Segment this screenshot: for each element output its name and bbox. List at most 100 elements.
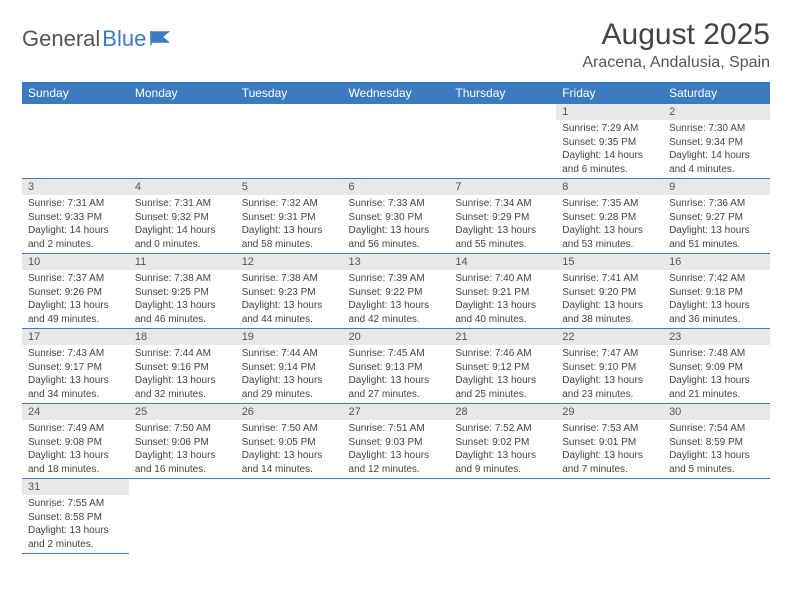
sunset-text: Sunset: 9:35 PM [562, 136, 657, 150]
sunrise-text: Sunrise: 7:45 AM [349, 347, 444, 361]
calendar-cell: 12Sunrise: 7:38 AMSunset: 9:23 PMDayligh… [236, 254, 343, 329]
sunrise-text: Sunrise: 7:38 AM [135, 272, 230, 286]
day-info: Sunrise: 7:44 AMSunset: 9:14 PMDaylight:… [236, 345, 343, 403]
calendar-cell: 4Sunrise: 7:31 AMSunset: 9:32 PMDaylight… [129, 179, 236, 254]
sunrise-text: Sunrise: 7:39 AM [349, 272, 444, 286]
daylight-text: Daylight: 13 hours and 34 minutes. [28, 374, 123, 401]
daylight-text: Daylight: 14 hours and 4 minutes. [669, 149, 764, 176]
day-info: Sunrise: 7:31 AMSunset: 9:32 PMDaylight:… [129, 195, 236, 253]
day-info: Sunrise: 7:35 AMSunset: 9:28 PMDaylight:… [556, 195, 663, 253]
sunrise-text: Sunrise: 7:42 AM [669, 272, 764, 286]
daylight-text: Daylight: 13 hours and 16 minutes. [135, 449, 230, 476]
calendar-cell: 28Sunrise: 7:52 AMSunset: 9:02 PMDayligh… [449, 404, 556, 479]
sunrise-text: Sunrise: 7:53 AM [562, 422, 657, 436]
sunset-text: Sunset: 9:21 PM [455, 286, 550, 300]
daylight-text: Daylight: 13 hours and 21 minutes. [669, 374, 764, 401]
day-number: 17 [22, 329, 129, 345]
day-number: 12 [236, 254, 343, 270]
calendar-cell: 25Sunrise: 7:50 AMSunset: 9:06 PMDayligh… [129, 404, 236, 479]
sunrise-text: Sunrise: 7:35 AM [562, 197, 657, 211]
calendar-cell: 13Sunrise: 7:39 AMSunset: 9:22 PMDayligh… [343, 254, 450, 329]
daylight-text: Daylight: 13 hours and 32 minutes. [135, 374, 230, 401]
sunset-text: Sunset: 9:02 PM [455, 436, 550, 450]
sunrise-text: Sunrise: 7:55 AM [28, 497, 123, 511]
day-info: Sunrise: 7:41 AMSunset: 9:20 PMDaylight:… [556, 270, 663, 328]
sunrise-text: Sunrise: 7:44 AM [135, 347, 230, 361]
calendar-cell [663, 479, 770, 554]
sunset-text: Sunset: 9:08 PM [28, 436, 123, 450]
sunrise-text: Sunrise: 7:31 AM [135, 197, 230, 211]
daylight-text: Daylight: 13 hours and 23 minutes. [562, 374, 657, 401]
daylight-text: Daylight: 13 hours and 40 minutes. [455, 299, 550, 326]
calendar-cell: 18Sunrise: 7:44 AMSunset: 9:16 PMDayligh… [129, 329, 236, 404]
day-info: Sunrise: 7:52 AMSunset: 9:02 PMDaylight:… [449, 420, 556, 478]
day-info: Sunrise: 7:44 AMSunset: 9:16 PMDaylight:… [129, 345, 236, 403]
day-number: 18 [129, 329, 236, 345]
sunset-text: Sunset: 9:28 PM [562, 211, 657, 225]
calendar-row: 24Sunrise: 7:49 AMSunset: 9:08 PMDayligh… [22, 404, 770, 479]
daylight-text: Daylight: 13 hours and 27 minutes. [349, 374, 444, 401]
calendar-cell: 21Sunrise: 7:46 AMSunset: 9:12 PMDayligh… [449, 329, 556, 404]
calendar-cell: 9Sunrise: 7:36 AMSunset: 9:27 PMDaylight… [663, 179, 770, 254]
sunset-text: Sunset: 9:03 PM [349, 436, 444, 450]
day-number: 7 [449, 179, 556, 195]
calendar-cell: 15Sunrise: 7:41 AMSunset: 9:20 PMDayligh… [556, 254, 663, 329]
calendar-cell [22, 104, 129, 179]
day-info: Sunrise: 7:39 AMSunset: 9:22 PMDaylight:… [343, 270, 450, 328]
day-header: Monday [129, 82, 236, 104]
sunset-text: Sunset: 9:33 PM [28, 211, 123, 225]
day-info: Sunrise: 7:40 AMSunset: 9:21 PMDaylight:… [449, 270, 556, 328]
sunset-text: Sunset: 8:58 PM [28, 511, 123, 525]
daylight-text: Daylight: 13 hours and 29 minutes. [242, 374, 337, 401]
sunset-text: Sunset: 9:29 PM [455, 211, 550, 225]
day-number: 15 [556, 254, 663, 270]
day-number: 19 [236, 329, 343, 345]
day-number: 16 [663, 254, 770, 270]
day-info: Sunrise: 7:49 AMSunset: 9:08 PMDaylight:… [22, 420, 129, 478]
calendar-table: SundayMondayTuesdayWednesdayThursdayFrid… [22, 82, 770, 554]
calendar-cell: 1Sunrise: 7:29 AMSunset: 9:35 PMDaylight… [556, 104, 663, 179]
sunset-text: Sunset: 9:31 PM [242, 211, 337, 225]
day-info: Sunrise: 7:32 AMSunset: 9:31 PMDaylight:… [236, 195, 343, 253]
daylight-text: Daylight: 13 hours and 53 minutes. [562, 224, 657, 251]
calendar-cell: 14Sunrise: 7:40 AMSunset: 9:21 PMDayligh… [449, 254, 556, 329]
day-number: 13 [343, 254, 450, 270]
calendar-cell [236, 104, 343, 179]
day-info: Sunrise: 7:42 AMSunset: 9:18 PMDaylight:… [663, 270, 770, 328]
location: Aracena, Andalusia, Spain [582, 54, 770, 72]
calendar-cell: 11Sunrise: 7:38 AMSunset: 9:25 PMDayligh… [129, 254, 236, 329]
day-header: Friday [556, 82, 663, 104]
day-number: 5 [236, 179, 343, 195]
calendar-cell: 31Sunrise: 7:55 AMSunset: 8:58 PMDayligh… [22, 479, 129, 554]
calendar-cell [343, 479, 450, 554]
sunrise-text: Sunrise: 7:48 AM [669, 347, 764, 361]
month-title: August 2025 [582, 18, 770, 52]
daylight-text: Daylight: 13 hours and 51 minutes. [669, 224, 764, 251]
day-number: 22 [556, 329, 663, 345]
logo-flag-icon [150, 30, 172, 46]
day-info: Sunrise: 7:51 AMSunset: 9:03 PMDaylight:… [343, 420, 450, 478]
day-info: Sunrise: 7:46 AMSunset: 9:12 PMDaylight:… [449, 345, 556, 403]
daylight-text: Daylight: 13 hours and 5 minutes. [669, 449, 764, 476]
day-info: Sunrise: 7:33 AMSunset: 9:30 PMDaylight:… [343, 195, 450, 253]
daylight-text: Daylight: 13 hours and 49 minutes. [28, 299, 123, 326]
sunrise-text: Sunrise: 7:50 AM [242, 422, 337, 436]
sunrise-text: Sunrise: 7:36 AM [669, 197, 764, 211]
calendar-row: 1Sunrise: 7:29 AMSunset: 9:35 PMDaylight… [22, 104, 770, 179]
calendar-cell: 2Sunrise: 7:30 AMSunset: 9:34 PMDaylight… [663, 104, 770, 179]
day-info: Sunrise: 7:53 AMSunset: 9:01 PMDaylight:… [556, 420, 663, 478]
sunrise-text: Sunrise: 7:47 AM [562, 347, 657, 361]
calendar-body: 1Sunrise: 7:29 AMSunset: 9:35 PMDaylight… [22, 104, 770, 554]
day-info: Sunrise: 7:30 AMSunset: 9:34 PMDaylight:… [663, 120, 770, 178]
day-info: Sunrise: 7:36 AMSunset: 9:27 PMDaylight:… [663, 195, 770, 253]
day-number: 29 [556, 404, 663, 420]
daylight-text: Daylight: 13 hours and 14 minutes. [242, 449, 337, 476]
calendar-cell: 3Sunrise: 7:31 AMSunset: 9:33 PMDaylight… [22, 179, 129, 254]
logo-text-2: Blue [102, 26, 146, 52]
sunrise-text: Sunrise: 7:37 AM [28, 272, 123, 286]
sunset-text: Sunset: 9:30 PM [349, 211, 444, 225]
day-info: Sunrise: 7:55 AMSunset: 8:58 PMDaylight:… [22, 495, 129, 553]
sunset-text: Sunset: 9:20 PM [562, 286, 657, 300]
sunrise-text: Sunrise: 7:34 AM [455, 197, 550, 211]
sunrise-text: Sunrise: 7:29 AM [562, 122, 657, 136]
